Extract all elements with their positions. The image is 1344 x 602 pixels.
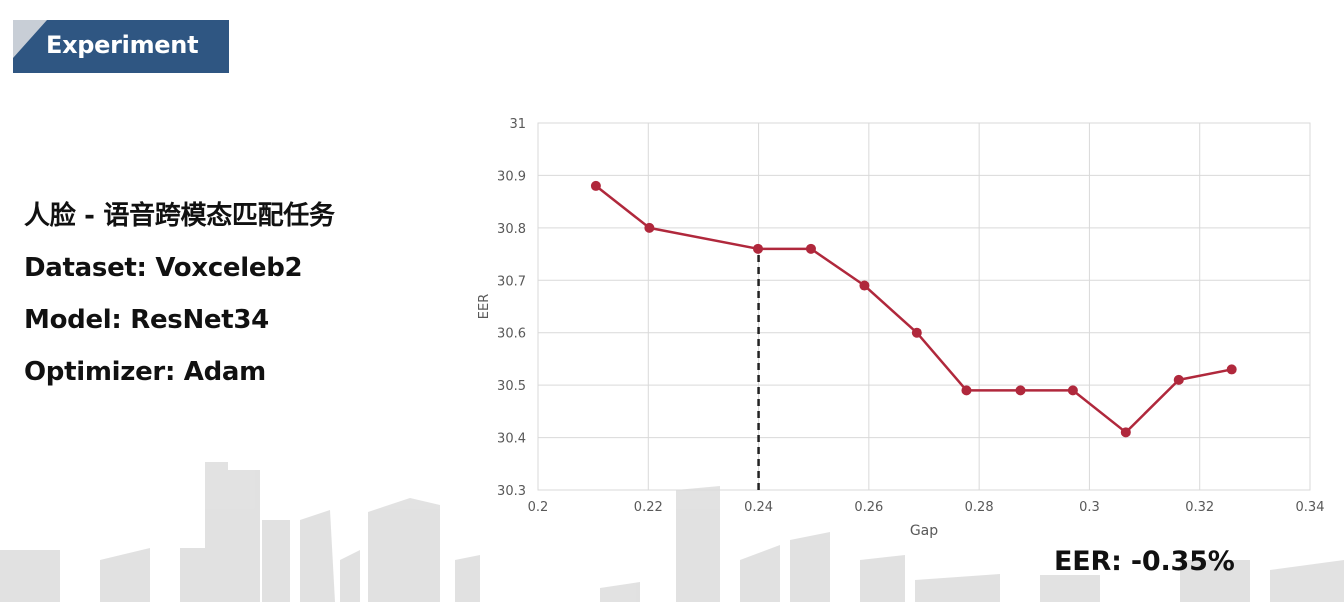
data-point [961,385,972,396]
x-tick-label: 0.2 [528,500,549,515]
x-axis-label: Gap [910,523,938,539]
data-point [805,243,816,254]
optimizer-line: Optimizer: Adam [24,357,266,387]
data-point [1120,427,1131,438]
plot-area-border [537,122,1311,491]
section-title-bar: Experiment [13,20,229,73]
x-tick-label: 0.22 [634,500,663,515]
x-tick-label: 0.34 [1296,500,1325,515]
y-tick-label: 30.8 [497,222,526,237]
y-tick-label: 30.5 [497,379,526,394]
eer-result: EER: -0.35% [1054,546,1235,577]
y-tick-label: 30.7 [497,274,526,289]
x-tick-label: 0.24 [744,500,773,515]
y-axis-label: EER [477,294,492,319]
title-bar-accent [13,20,47,58]
y-tick-label: 30.4 [497,432,526,447]
data-point [644,222,655,233]
x-tick-label: 0.28 [965,500,994,515]
x-tick-label: 0.26 [854,500,883,515]
experiment-info: 人脸 - 语音跨模态匹配任务 Dataset: Voxceleb2 Model:… [24,194,335,402]
series-line [595,184,1232,434]
y-tick-label: 30.3 [497,484,526,499]
eer-gap-chart: 0.2 0.22 0.24 0.26 0.28 0.3 0.32 0.34 30.3 30.4 30… [477,117,1325,539]
data-point [1173,374,1184,385]
x-tick-label: 0.32 [1185,500,1214,515]
y-tick-label: 30.6 [497,327,526,342]
model-line: Model: ResNet34 [24,305,269,335]
data-point [590,180,601,191]
data-point [859,280,870,291]
dataset-line: Dataset: Voxceleb2 [24,253,303,283]
y-tick-label: 31 [509,117,526,132]
x-tick-label: 0.3 [1079,500,1100,515]
section-title: Experiment [46,31,199,59]
data-point [1226,364,1237,375]
y-tick-label: 30.9 [497,169,526,184]
data-point [753,243,764,254]
task-line: 人脸 - 语音跨模态匹配任务 [24,201,335,231]
data-point [1015,385,1026,396]
data-point [1067,385,1078,396]
data-point [911,327,922,338]
